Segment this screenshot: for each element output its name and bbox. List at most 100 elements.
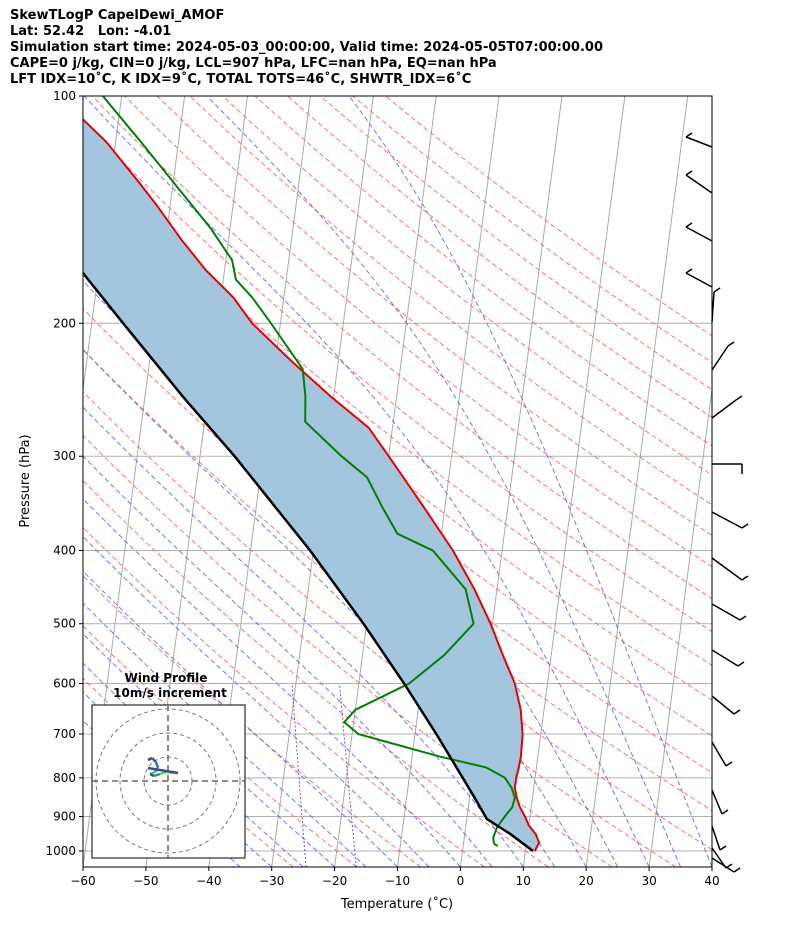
dry-adiabat bbox=[83, 229, 712, 737]
hodograph-segment bbox=[153, 772, 161, 778]
wind-barb-shaft bbox=[685, 226, 713, 242]
cin-cape-fill bbox=[83, 119, 540, 851]
y-tick-label: 1000 bbox=[45, 844, 76, 858]
inset-subtitle: 10m/s increment bbox=[113, 686, 227, 700]
wind-barb-flag bbox=[685, 170, 693, 176]
chart-header: SkewTLogP CapelDewi_AMOF Lat: 52.42 Lon:… bbox=[10, 8, 603, 88]
x-tick-label: 20 bbox=[579, 874, 594, 888]
wind-barb-shaft bbox=[711, 789, 723, 815]
wind-barb-shaft bbox=[711, 857, 735, 873]
wind-barb-flag bbox=[741, 575, 749, 581]
wind-barb-flag bbox=[737, 661, 745, 667]
x-tick-label: −10 bbox=[385, 874, 410, 888]
hodograph-segment bbox=[154, 761, 160, 769]
dry-adiabat bbox=[83, 391, 677, 867]
wind-barb-shaft bbox=[685, 272, 713, 288]
wind-barb-flag bbox=[733, 867, 741, 873]
dewpoint-line bbox=[102, 96, 516, 847]
time-line: Simulation start time: 2024-05-03_00:00:… bbox=[10, 40, 603, 55]
wind-barb-shaft bbox=[711, 291, 715, 323]
x-tick-label: −30 bbox=[259, 874, 284, 888]
wind-barb-shaft bbox=[711, 345, 729, 371]
x-tick-label: −50 bbox=[133, 874, 158, 888]
wind-barb-shaft bbox=[711, 649, 739, 667]
x-axis-label: Temperature (˚C) bbox=[340, 896, 453, 912]
dry-adiabat bbox=[189, 96, 712, 506]
y-tick-label: 600 bbox=[53, 677, 76, 691]
x-tick-label: 0 bbox=[457, 874, 465, 888]
wind-barb-shaft bbox=[685, 136, 713, 148]
dry-adiabat bbox=[254, 96, 712, 447]
wind-barbs bbox=[685, 132, 749, 873]
dry-adiabat bbox=[287, 96, 712, 419]
y-tick-label: 100 bbox=[53, 89, 76, 103]
wind-barb-flag bbox=[719, 845, 727, 851]
y-tick-label: 400 bbox=[53, 544, 76, 558]
wind-barb-shaft bbox=[711, 557, 743, 581]
wind-barb-shaft bbox=[711, 399, 737, 419]
moist-adiabat bbox=[348, 96, 712, 867]
moist-adiabat bbox=[206, 96, 681, 867]
moist-adiabat bbox=[83, 633, 335, 867]
wind-barb-shaft bbox=[711, 741, 727, 767]
hodograph-segment bbox=[159, 770, 167, 776]
y-tick-label: 200 bbox=[53, 316, 76, 330]
x-tick-label: 40 bbox=[704, 874, 719, 888]
moist-adiabat bbox=[83, 498, 461, 867]
mixing-ratio-line bbox=[339, 683, 357, 867]
wind-barb-flag bbox=[685, 132, 693, 138]
wind-barb-shaft bbox=[711, 603, 741, 621]
wind-barb-flag bbox=[685, 268, 693, 274]
wind-barb-flag bbox=[713, 287, 721, 293]
y-tick-label: 700 bbox=[53, 727, 76, 741]
dry-adiabat bbox=[83, 120, 712, 633]
mixing-ratio-line bbox=[291, 683, 307, 867]
hodograph-segment bbox=[149, 772, 155, 778]
axes-layer: −60 −50 −40 −30 −20 −10 0 10 20 30 40 100 200 300 400 5… bbox=[45, 89, 719, 888]
wind-barb-flag bbox=[739, 615, 747, 621]
wind-barb-shaft bbox=[711, 695, 735, 715]
x-tick-label: 10 bbox=[516, 874, 531, 888]
isotherm-line bbox=[648, 385, 712, 867]
dry-adiabat bbox=[83, 155, 712, 667]
hodograph-segment bbox=[147, 756, 153, 762]
inset-title: Wind Profile bbox=[125, 671, 208, 685]
chart-title: SkewTLogP CapelDewi_AMOF bbox=[10, 8, 225, 23]
moist-adiabat bbox=[83, 535, 430, 867]
wind-barb-flag bbox=[725, 761, 733, 767]
indices-line-1: CAPE=0 j/kg, CIN=0 j/kg, LCL=907 hPa, LF… bbox=[10, 56, 497, 71]
wind-barb-shaft bbox=[685, 174, 713, 194]
x-tick-label: −40 bbox=[196, 874, 221, 888]
location-line: Lat: 52.42 Lon: -4.01 bbox=[10, 24, 172, 39]
y-axis-label: Pressure (hPa) bbox=[18, 434, 33, 527]
moist-adiabat bbox=[83, 602, 367, 867]
y-tick-label: 300 bbox=[53, 449, 76, 463]
y-tick-label: 500 bbox=[53, 617, 76, 631]
wind-barb-shaft bbox=[711, 511, 743, 529]
dry-adiabat bbox=[83, 479, 549, 867]
wind-barb-flag bbox=[733, 709, 741, 715]
isotherm-line bbox=[585, 96, 689, 867]
wind-barb-shaft bbox=[711, 825, 721, 851]
profile-curves bbox=[83, 96, 541, 852]
moist-adiabat bbox=[83, 570, 398, 867]
isotherm-line bbox=[711, 863, 712, 867]
wind-profile-inset: Wind Profile 10m/s increment bbox=[91, 671, 246, 859]
isotherm-line bbox=[522, 96, 626, 867]
hodograph-segment bbox=[147, 766, 179, 775]
wind-barb-flag bbox=[727, 341, 735, 347]
wind-barb-flag bbox=[735, 395, 743, 401]
wind-barb-flag bbox=[685, 222, 693, 228]
temperature-line bbox=[83, 117, 541, 852]
x-tick-label: −60 bbox=[70, 874, 95, 888]
moist-adiabat bbox=[83, 96, 650, 867]
y-tick-label: 900 bbox=[53, 809, 76, 823]
dry-adiabat bbox=[83, 348, 712, 851]
x-tick-label: −20 bbox=[322, 874, 347, 888]
indices-line-2: LFT IDX=10˚C, K IDX=9˚C, TOTAL TOTS=46˚C… bbox=[10, 72, 472, 87]
wind-barb-flag bbox=[721, 809, 729, 815]
x-tick-label: 30 bbox=[641, 874, 656, 888]
parcel-line bbox=[83, 271, 534, 852]
wind-barb-flag bbox=[741, 523, 749, 529]
